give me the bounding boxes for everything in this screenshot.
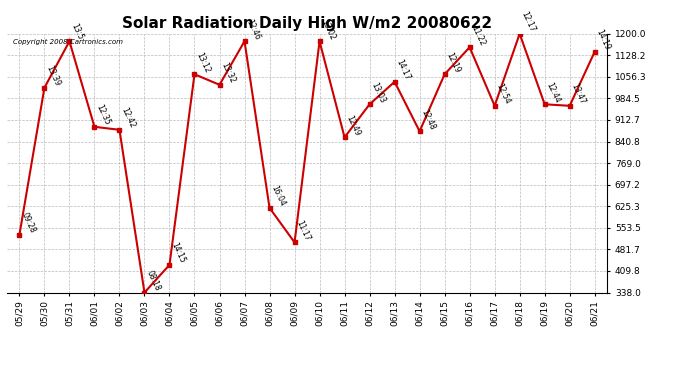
Text: 09:28: 09:28 <box>19 211 37 235</box>
Text: Copyright 2008 Cartronics.com: Copyright 2008 Cartronics.com <box>13 39 123 45</box>
Text: 14:17: 14:17 <box>395 58 412 82</box>
Text: 13:32: 13:32 <box>219 61 237 85</box>
Text: 12:54: 12:54 <box>495 82 512 106</box>
Text: 11:22: 11:22 <box>470 24 487 47</box>
Title: Solar Radiation Daily High W/m2 20080622: Solar Radiation Daily High W/m2 20080622 <box>122 16 492 31</box>
Text: 12:48: 12:48 <box>420 108 437 131</box>
Text: 12:44: 12:44 <box>544 81 562 104</box>
Text: 12:42: 12:42 <box>119 106 137 130</box>
Text: 12:46: 12:46 <box>244 18 262 41</box>
Text: 13:02: 13:02 <box>319 18 337 41</box>
Text: 08:18: 08:18 <box>144 269 161 292</box>
Text: 13:39: 13:39 <box>44 64 62 88</box>
Text: 12:19: 12:19 <box>444 51 462 74</box>
Text: 13:5: 13:5 <box>70 22 85 41</box>
Text: 12:35: 12:35 <box>95 103 112 127</box>
Text: 13:03: 13:03 <box>370 81 387 104</box>
Text: 16:04: 16:04 <box>270 184 287 208</box>
Text: 12:17: 12:17 <box>520 10 537 34</box>
Text: 14:15: 14:15 <box>170 242 187 265</box>
Text: 13:47: 13:47 <box>570 82 587 106</box>
Text: 12:49: 12:49 <box>344 114 362 137</box>
Text: 13:12: 13:12 <box>195 51 212 74</box>
Text: 11:17: 11:17 <box>295 219 312 242</box>
Text: 14:19: 14:19 <box>595 28 612 52</box>
